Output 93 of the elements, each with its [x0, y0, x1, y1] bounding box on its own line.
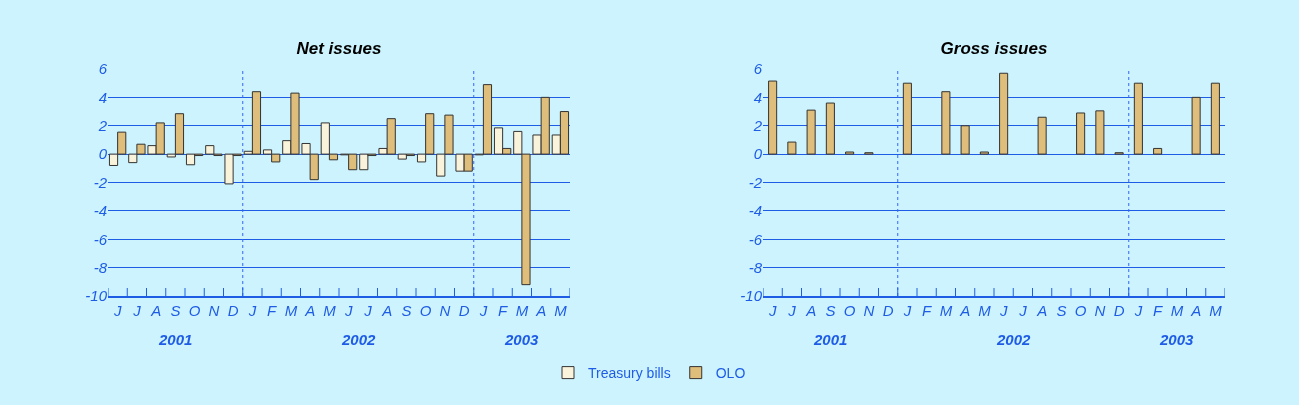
- x-tick-label: J: [132, 301, 142, 319]
- y-tick-label: 6: [753, 60, 763, 78]
- x-tick-label: D: [458, 301, 470, 319]
- x-tick-label: N: [439, 301, 451, 319]
- bar: [960, 125, 970, 155]
- x-tick-label: M: [1170, 301, 1184, 319]
- bar: [825, 102, 835, 155]
- x-tick-label: A: [150, 301, 162, 319]
- y-tick-label: 0: [753, 145, 763, 163]
- bar: [845, 151, 855, 155]
- x-tick-label: S: [170, 301, 181, 319]
- bar: [1210, 82, 1220, 155]
- bar: [979, 151, 989, 155]
- x-tick-label: F: [922, 301, 933, 319]
- bar: [902, 82, 912, 155]
- x-tick-label: J: [1133, 301, 1143, 319]
- y-tick-label: -10: [740, 287, 763, 305]
- text: 2002: [996, 331, 1032, 348]
- x-tick-label: N: [1094, 301, 1106, 319]
- x-tick-label: A: [1036, 301, 1048, 319]
- y-tick-label: 2: [752, 117, 763, 134]
- y-tick-label: -8: [93, 258, 108, 276]
- x-tick-label: M: [515, 301, 529, 319]
- bar: [941, 91, 951, 155]
- y-tick-label: -6: [748, 230, 763, 248]
- text: 2002: [341, 331, 377, 348]
- x-tick-label: J: [478, 301, 488, 319]
- text: 2003: [1159, 331, 1195, 348]
- x-tick-label: J: [1018, 301, 1028, 319]
- x-tick-label: F: [267, 301, 278, 319]
- legend-label: Treasury bills: [588, 365, 671, 382]
- bar: [787, 141, 797, 155]
- bar: [1153, 147, 1163, 155]
- x-tick-label: J: [998, 301, 1008, 319]
- text: 2001: [158, 331, 193, 348]
- bar: [1076, 112, 1086, 155]
- x-tick-label: O: [1074, 301, 1087, 319]
- x-tick-label: M: [323, 301, 337, 319]
- y-tick-label: 0: [98, 145, 108, 163]
- chart-title: Net issues: [296, 38, 382, 58]
- y-tick-label: 6: [98, 60, 108, 78]
- y-tick-label: 2: [97, 117, 108, 134]
- x-tick-label: D: [227, 301, 239, 319]
- legend-label: OLO: [715, 365, 746, 382]
- bar: [999, 72, 1009, 155]
- x-tick-label: J: [902, 301, 912, 319]
- y-tick-label: 4: [753, 88, 762, 106]
- x-tick-label: O: [188, 301, 201, 319]
- x-tick-label: A: [1190, 301, 1202, 319]
- text: 2001: [813, 331, 848, 348]
- x-tick-label: D: [1113, 301, 1125, 319]
- y-tick-label: -8: [748, 258, 763, 276]
- x-tick-label: M: [1209, 301, 1223, 319]
- x-tick-label: J: [787, 301, 797, 319]
- x-tick-label: J: [343, 301, 353, 319]
- y-tick-label: -2: [93, 173, 108, 191]
- x-tick-label: D: [882, 301, 894, 319]
- x-tick-label: F: [498, 301, 509, 319]
- x-tick-label: A: [535, 301, 547, 319]
- y-tick-label: -10: [85, 287, 108, 305]
- x-tick-label: A: [381, 301, 393, 319]
- x-tick-label: O: [419, 301, 432, 319]
- x-tick-label: M: [939, 301, 953, 319]
- x-tick-label: O: [843, 301, 856, 319]
- bar: [1133, 82, 1143, 155]
- x-tick-label: J: [112, 301, 122, 319]
- y-tick-label: 4: [98, 88, 107, 106]
- x-tick-label: M: [284, 301, 298, 319]
- x-tick-label: M: [978, 301, 992, 319]
- x-tick-label: A: [304, 301, 316, 319]
- text: 2003: [504, 331, 540, 348]
- y-tick-label: -2: [748, 173, 763, 191]
- chart-title: Gross issues: [940, 38, 1048, 58]
- x-tick-label: M: [554, 301, 568, 319]
- y-tick-label: -4: [93, 202, 107, 220]
- x-tick-label: J: [247, 301, 257, 319]
- y-tick-label: -6: [93, 230, 108, 248]
- x-tick-label: A: [959, 301, 971, 319]
- x-tick-label: A: [805, 301, 817, 319]
- bar: [806, 109, 816, 155]
- bar: [1095, 110, 1105, 155]
- x-tick-label: N: [863, 301, 875, 319]
- x-tick-label: S: [401, 301, 412, 319]
- x-tick-label: S: [1056, 301, 1067, 319]
- x-tick-label: J: [363, 301, 373, 319]
- bar: [1037, 116, 1047, 155]
- bar: [768, 80, 778, 155]
- x-tick-label: S: [825, 301, 836, 319]
- bar: [1191, 96, 1201, 155]
- x-tick-label: F: [1153, 301, 1164, 319]
- x-tick-label: J: [767, 301, 777, 319]
- y-tick-label: -4: [748, 202, 762, 220]
- x-tick-label: N: [208, 301, 220, 319]
